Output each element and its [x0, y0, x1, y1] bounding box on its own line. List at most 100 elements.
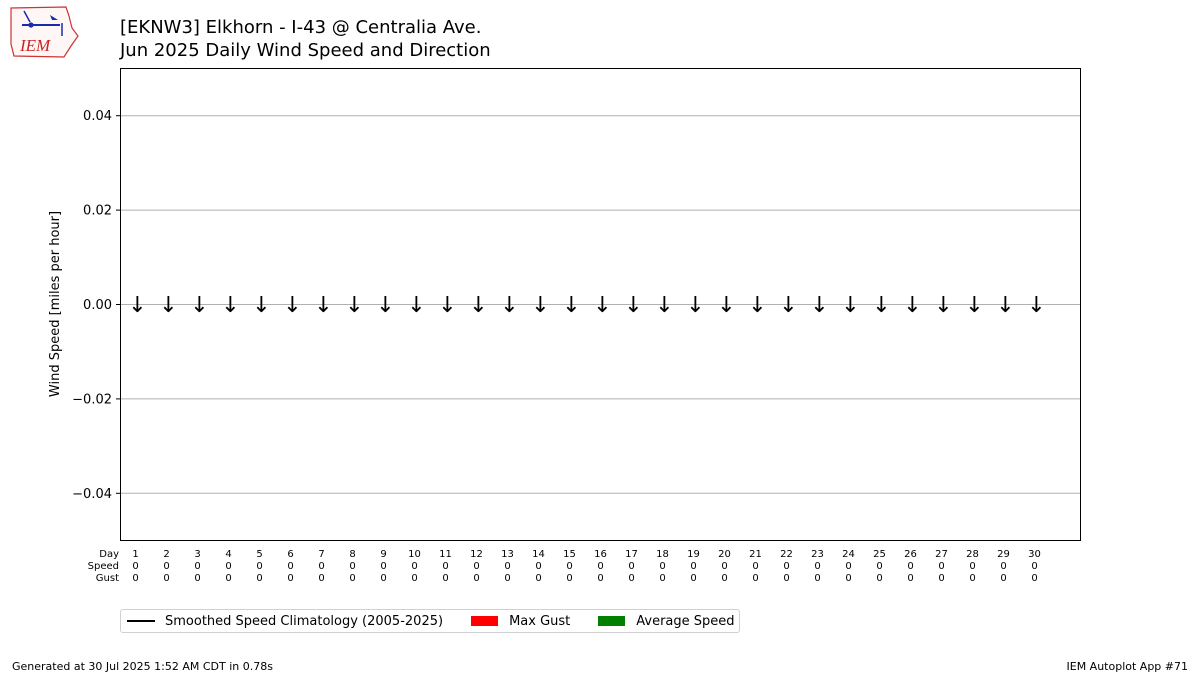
gust-value: 0: [783, 573, 789, 584]
y-tick-label: 0.02: [83, 204, 112, 219]
speed-value: 0: [318, 561, 324, 572]
wind-direction-arrow: ↓: [903, 293, 921, 318]
footer-app: IEM Autoplot App #71: [1066, 660, 1189, 673]
legend-label-max-gust: Max Gust: [509, 613, 571, 629]
gust-value: 0: [380, 573, 386, 584]
speed-value: 0: [473, 561, 479, 572]
gust-value: 0: [876, 573, 882, 584]
row-label-gust: Gust: [96, 573, 119, 584]
gust-value: 0: [814, 573, 820, 584]
row-label-speed: Speed: [88, 561, 119, 572]
chart-title: [EKNW3] Elkhorn - I-43 @ Centralia Ave.: [120, 17, 482, 38]
gust-value: 0: [721, 573, 727, 584]
day-label: 22: [780, 549, 793, 560]
speed-value: 0: [1031, 561, 1037, 572]
chart-subtitle: Jun 2025 Daily Wind Speed and Direction: [120, 40, 491, 61]
gust-value: 0: [442, 573, 448, 584]
speed-value: 0: [814, 561, 820, 572]
day-label: 8: [349, 549, 355, 560]
day-label: 12: [470, 549, 483, 560]
y-tick-label: −0.02: [72, 392, 112, 407]
gust-value: 0: [938, 573, 944, 584]
gust-value: 0: [225, 573, 231, 584]
legend-entry-average-speed: Average Speed: [598, 613, 735, 629]
gust-value: 0: [256, 573, 262, 584]
wind-direction-arrow: ↓: [996, 293, 1014, 318]
speed-value: 0: [752, 561, 758, 572]
speed-value: 0: [690, 561, 696, 572]
day-label: 6: [287, 549, 293, 560]
wind-direction-arrow: ↓: [252, 293, 270, 318]
wind-direction-arrow: ↓: [345, 293, 363, 318]
day-label: 5: [256, 549, 262, 560]
speed-value: 0: [845, 561, 851, 572]
gust-value: 0: [628, 573, 634, 584]
speed-value: 0: [1000, 561, 1006, 572]
day-label: 23: [811, 549, 824, 560]
wind-direction-arrow: ↓: [562, 293, 580, 318]
wind-direction-arrow: ↓: [376, 293, 394, 318]
legend-label-average-speed: Average Speed: [636, 613, 735, 629]
gust-value: 0: [1031, 573, 1037, 584]
day-label: 3: [194, 549, 200, 560]
speed-value: 0: [597, 561, 603, 572]
wind-direction-arrow: ↓: [531, 293, 549, 318]
wind-direction-arrow: ↓: [1027, 293, 1045, 318]
row-label-day: Day: [99, 549, 119, 560]
wind-direction-arrow: ↓: [438, 293, 456, 318]
day-label: 28: [966, 549, 979, 560]
legend-entry-climatology: Smoothed Speed Climatology (2005-2025): [127, 614, 443, 629]
gust-value: 0: [287, 573, 293, 584]
legend: Smoothed Speed Climatology (2005-2025) M…: [120, 609, 740, 633]
wind-direction-arrow: ↓: [159, 293, 177, 318]
y-tick-label: 0.00: [83, 298, 112, 313]
gust-value: 0: [318, 573, 324, 584]
y-tick-label: 0.04: [83, 109, 112, 124]
wind-direction-arrow: ↓: [655, 293, 673, 318]
legend-label-climatology: Smoothed Speed Climatology (2005-2025): [165, 613, 444, 629]
speed-value: 0: [442, 561, 448, 572]
gust-value: 0: [752, 573, 758, 584]
wind-direction-arrow: ↓: [283, 293, 301, 318]
wind-direction-arrow: ↓: [190, 293, 208, 318]
plot-frame: [120, 68, 1081, 541]
day-label: 26: [904, 549, 917, 560]
day-label: 11: [439, 549, 452, 560]
speed-value: 0: [628, 561, 634, 572]
wind-direction-arrow: ↓: [934, 293, 952, 318]
gust-value: 0: [907, 573, 913, 584]
day-label: 2: [163, 549, 169, 560]
day-label: 21: [749, 549, 762, 560]
wind-direction-arrow: ↓: [779, 293, 797, 318]
day-label: 14: [532, 549, 545, 560]
speed-value: 0: [163, 561, 169, 572]
speed-value: 0: [504, 561, 510, 572]
speed-value: 0: [256, 561, 262, 572]
speed-value: 0: [411, 561, 417, 572]
gust-value: 0: [690, 573, 696, 584]
speed-value: 0: [132, 561, 138, 572]
speed-value: 0: [287, 561, 293, 572]
day-label: 27: [935, 549, 948, 560]
y-tick-label: −0.04: [72, 487, 112, 502]
y-axis-label: Wind Speed [miles per hour]: [48, 211, 63, 397]
wind-direction-arrow: ↓: [128, 293, 146, 318]
wind-direction-arrow: ↓: [221, 293, 239, 318]
speed-value: 0: [907, 561, 913, 572]
wind-direction-arrow: ↓: [407, 293, 425, 318]
day-label: 1: [132, 549, 138, 560]
day-label: 24: [842, 549, 855, 560]
wind-direction-arrow: ↓: [624, 293, 642, 318]
day-label: 25: [873, 549, 886, 560]
gust-value: 0: [411, 573, 417, 584]
gust-value: 0: [659, 573, 665, 584]
wind-direction-arrow: ↓: [686, 293, 704, 318]
speed-value: 0: [566, 561, 572, 572]
legend-swatch-average-speed: [598, 616, 626, 626]
day-label: 13: [501, 549, 514, 560]
day-label: 10: [408, 549, 421, 560]
speed-value: 0: [783, 561, 789, 572]
day-label: 9: [380, 549, 386, 560]
day-label: 7: [318, 549, 324, 560]
wind-chart: −0.04 −0.02 0.00 0.02 0.04 Wind Speed [miles…: [48, 68, 1081, 584]
